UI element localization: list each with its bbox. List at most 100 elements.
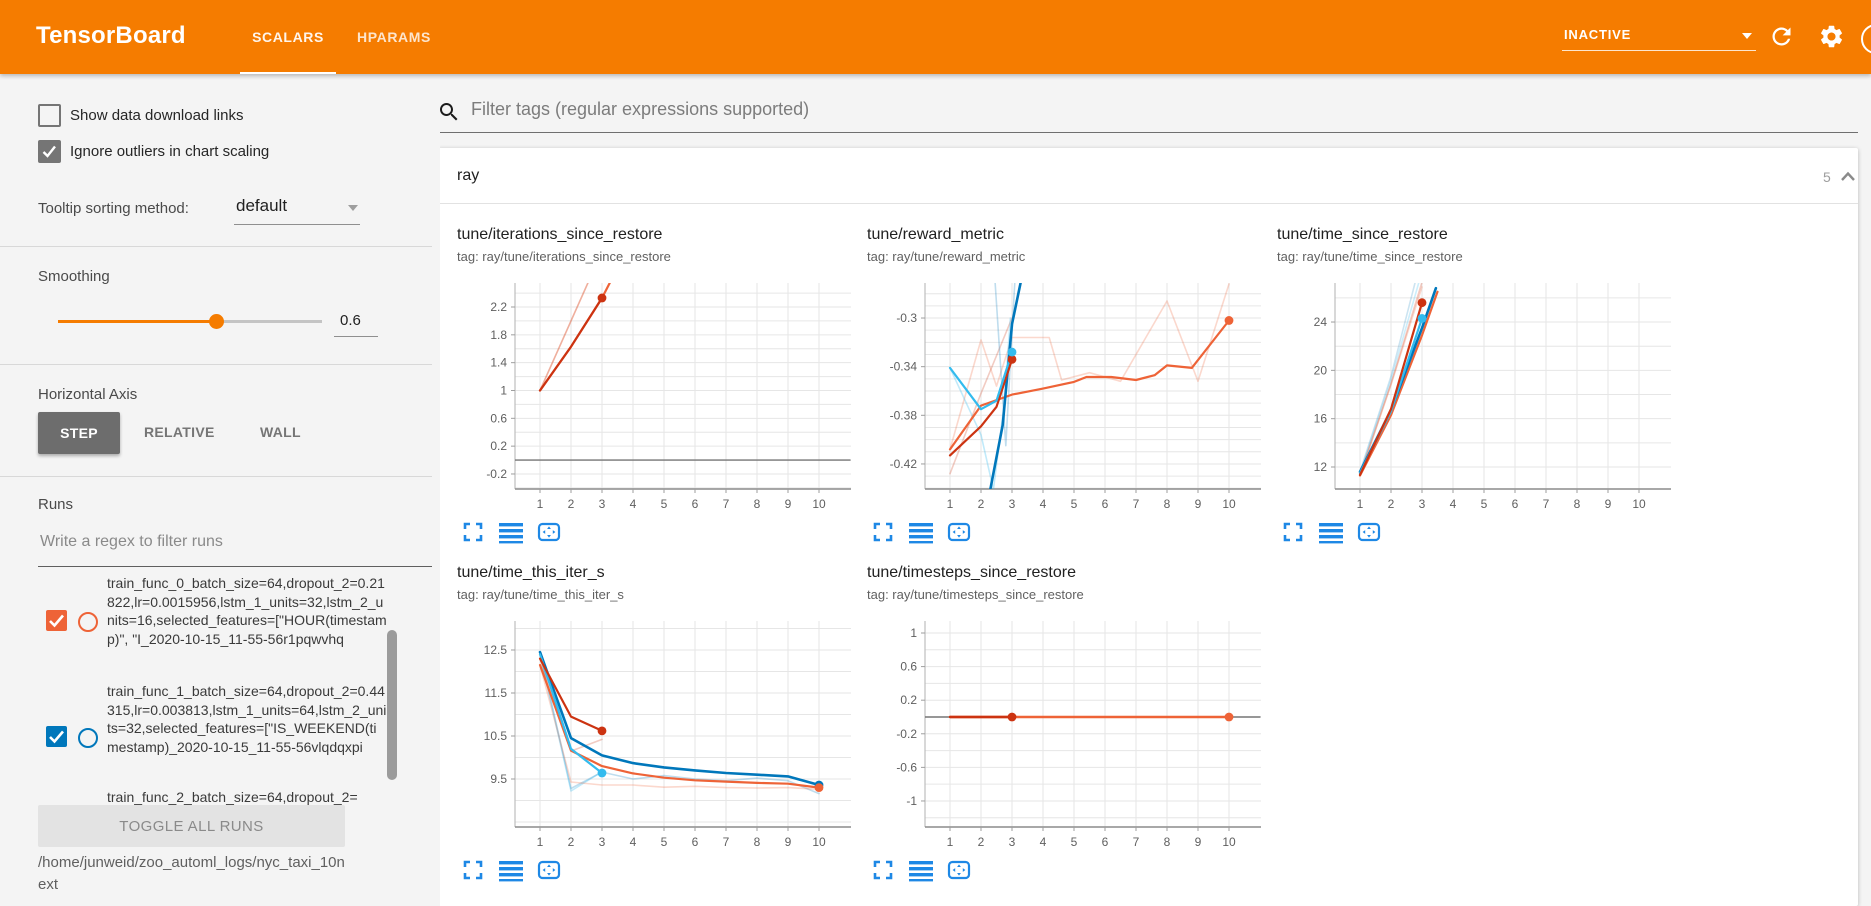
svg-text:0.2: 0.2 <box>490 439 507 453</box>
fit-domain-icon[interactable] <box>537 520 561 544</box>
svg-text:-0.38: -0.38 <box>890 408 918 422</box>
svg-text:3: 3 <box>1009 497 1016 511</box>
axis-relative-button[interactable]: RELATIVE <box>138 423 221 441</box>
fullscreen-icon[interactable] <box>1281 520 1305 544</box>
svg-text:1: 1 <box>537 497 544 511</box>
svg-text:5: 5 <box>661 835 668 849</box>
svg-text:3: 3 <box>1009 835 1016 849</box>
toggle-all-runs-button[interactable]: TOGGLE ALL RUNS <box>38 805 345 847</box>
series-train_func_0-smoothed <box>1358 290 1439 477</box>
fit-domain-icon[interactable] <box>947 520 971 544</box>
fullscreen-icon[interactable] <box>461 858 485 882</box>
axis-wall-button[interactable]: WALL <box>254 423 307 441</box>
tooltip-sorting-dropdown[interactable]: default <box>234 192 360 225</box>
svg-text:10: 10 <box>812 497 826 511</box>
svg-text:-0.34: -0.34 <box>890 360 918 374</box>
svg-text:-1: -1 <box>906 794 917 808</box>
section-header[interactable]: ray 5 <box>437 148 1858 204</box>
svg-text:7: 7 <box>723 835 730 849</box>
fullscreen-icon[interactable] <box>871 858 895 882</box>
runs-list-scrollbar[interactable] <box>387 630 397 780</box>
last-point-dot-train_func_3-smoothed <box>1417 314 1427 323</box>
svg-text:5: 5 <box>1481 497 1488 511</box>
fit-domain-icon[interactable] <box>1357 520 1381 544</box>
svg-text:5: 5 <box>661 497 668 511</box>
svg-text:9: 9 <box>785 835 792 849</box>
svg-text:-0.3: -0.3 <box>896 311 917 325</box>
chart-card: tune/time_this_iter_s tag: ray/tune/time… <box>455 560 859 890</box>
chart-title: tune/time_this_iter_s <box>457 564 605 581</box>
svg-text:9: 9 <box>1605 497 1612 511</box>
svg-text:10: 10 <box>812 835 826 849</box>
svg-text:12.5: 12.5 <box>484 643 508 657</box>
series-train_func_1-raw <box>539 651 820 795</box>
line-chart[interactable]: 2.2 1.8 1.4 1 0.6 0.2 -0.2 1 2 3 4 5 6 7 8 9 10 <box>455 270 859 515</box>
svg-text:10: 10 <box>1222 497 1236 511</box>
fit-domain-icon[interactable] <box>947 858 971 882</box>
tag-filter-input[interactable] <box>469 98 1573 121</box>
show-download-links-checkbox[interactable] <box>38 104 61 127</box>
svg-text:3: 3 <box>599 497 606 511</box>
chart-card: tune/iterations_since_restore tag: ray/t… <box>455 222 859 552</box>
tab-hparams[interactable]: HPARAMS <box>357 29 431 45</box>
line-chart[interactable]: 1 0.6 0.2 -0.2 -0.6 -1 1 2 3 4 5 6 7 8 9 10 <box>865 608 1269 853</box>
series-train_func_0-smoothed <box>948 319 1231 451</box>
axis-step-button[interactable]: STEP <box>38 412 120 454</box>
series-train_func_3-smoothed <box>538 653 604 775</box>
series-train_func_2-smoothed <box>538 657 604 732</box>
runs-filter-input[interactable] <box>38 532 422 552</box>
run-checkbox[interactable] <box>46 726 67 747</box>
fit-domain-icon[interactable] <box>537 858 561 882</box>
svg-text:0.2: 0.2 <box>900 693 917 707</box>
smoothing-value: 0.6 <box>340 312 361 329</box>
gear-icon[interactable] <box>1818 23 1845 50</box>
svg-text:24: 24 <box>1314 315 1328 329</box>
svg-text:6: 6 <box>692 835 699 849</box>
chart-card: tune/timesteps_since_restore tag: ray/tu… <box>865 560 1269 890</box>
divider <box>0 476 432 477</box>
expand-lines-icon[interactable] <box>909 858 933 882</box>
svg-text:5: 5 <box>1071 497 1078 511</box>
chart-title: tune/timesteps_since_restore <box>867 564 1076 581</box>
run-name: train_func_2_batch_size=64,dropout_2= <box>107 789 358 805</box>
section-chart-count: 5 <box>1823 169 1831 185</box>
svg-text:10.5: 10.5 <box>484 729 508 743</box>
series-train_func_1-raw <box>1359 283 1416 473</box>
svg-text:2: 2 <box>568 835 575 849</box>
expand-lines-icon[interactable] <box>499 520 523 544</box>
expand-lines-icon[interactable] <box>909 520 933 544</box>
tab-scalars[interactable]: SCALARS <box>252 29 324 45</box>
run-checkbox[interactable] <box>46 610 67 631</box>
svg-text:2: 2 <box>1388 497 1395 511</box>
series-train_func_1-smoothed <box>538 650 821 787</box>
app-toolbar: TensorBoard SCALARS HPARAMS INACTIVE <box>0 0 1871 74</box>
fullscreen-icon[interactable] <box>871 520 895 544</box>
chart-title: tune/reward_metric <box>867 226 1004 243</box>
line-chart[interactable]: -0.3 -0.34 -0.38 -0.42 1 2 3 4 5 6 7 8 9 10 <box>865 270 1269 515</box>
svg-text:1.4: 1.4 <box>490 356 507 370</box>
smoothing-value-field[interactable]: 0.6 <box>334 310 378 337</box>
chart-actions <box>461 858 561 884</box>
svg-text:5: 5 <box>1071 835 1078 849</box>
run-radio[interactable] <box>78 612 98 632</box>
chevron-up-icon[interactable] <box>1840 169 1856 185</box>
refresh-icon[interactable] <box>1768 23 1795 50</box>
run-radio[interactable] <box>78 728 98 748</box>
tooltip-sorting-label: Tooltip sorting method: <box>38 200 189 217</box>
expand-lines-icon[interactable] <box>499 858 523 882</box>
chart-tag: tag: ray/tune/reward_metric <box>867 249 1026 264</box>
line-chart[interactable]: 12.5 11.5 10.5 9.5 1 2 3 4 5 6 7 8 9 10 <box>455 608 859 853</box>
fullscreen-icon[interactable] <box>461 520 485 544</box>
ignore-outliers-checkbox[interactable] <box>38 140 61 163</box>
last-point-dot-train_func_2-smoothed <box>1417 298 1427 308</box>
expand-lines-icon[interactable] <box>1319 520 1343 544</box>
svg-text:-0.2: -0.2 <box>486 467 507 481</box>
help-icon[interactable] <box>1861 24 1871 54</box>
smoothing-slider-thumb[interactable] <box>209 314 224 329</box>
svg-text:4: 4 <box>630 835 637 849</box>
svg-text:8: 8 <box>1164 497 1171 511</box>
svg-text:2.2: 2.2 <box>490 300 507 314</box>
svg-text:0.6: 0.6 <box>490 411 507 425</box>
run-status-dropdown[interactable]: INACTIVE <box>1562 20 1756 51</box>
